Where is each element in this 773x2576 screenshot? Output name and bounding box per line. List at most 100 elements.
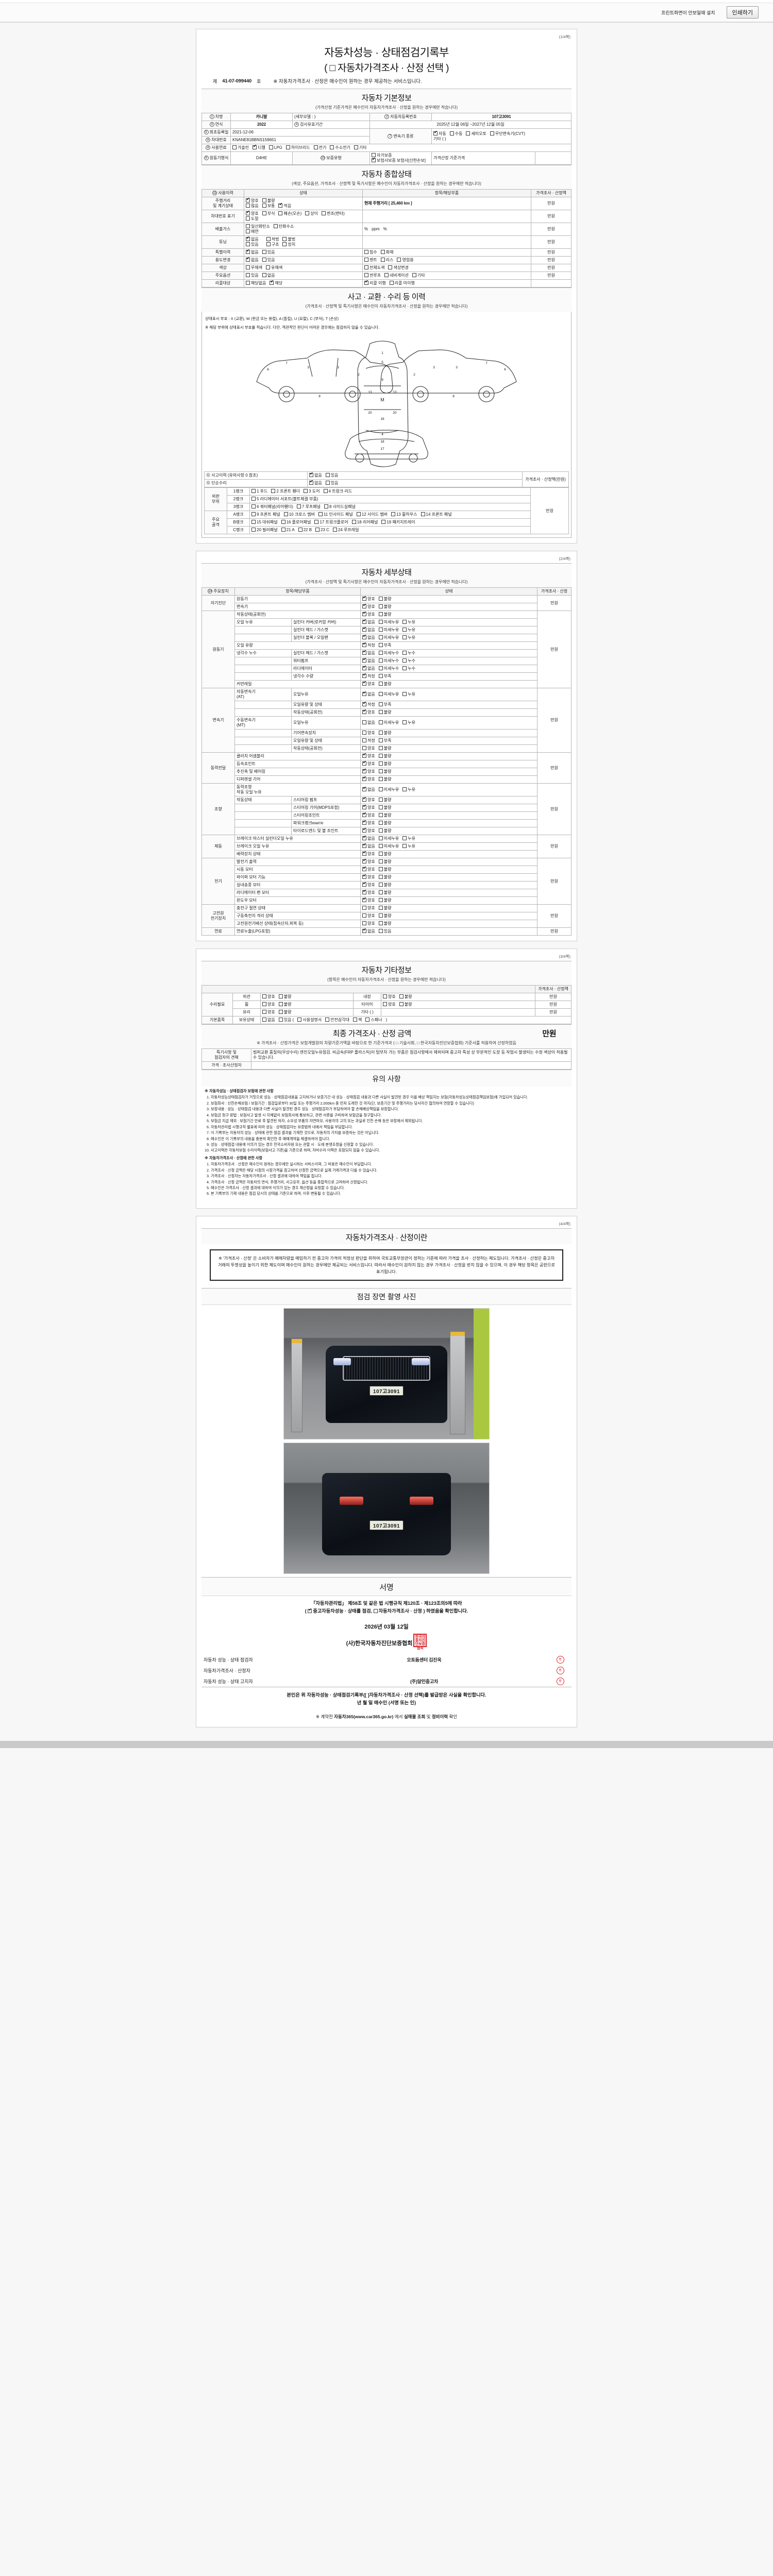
checkbox-icon[interactable] — [402, 666, 407, 670]
checkbox-icon[interactable] — [285, 145, 290, 149]
state-option[interactable]: 양호 — [362, 746, 375, 751]
checkbox-icon[interactable] — [362, 611, 367, 616]
checkbox-icon[interactable] — [362, 626, 367, 632]
checkbox-icon[interactable] — [402, 692, 407, 696]
part-option[interactable]: 19 패키지트레이 — [381, 520, 415, 525]
checkbox-icon[interactable] — [278, 211, 283, 215]
checkbox-icon[interactable] — [364, 280, 368, 285]
checkbox-icon[interactable] — [278, 202, 283, 208]
state-option[interactable]: 많음 — [246, 204, 259, 209]
state-option[interactable]: 양호 — [362, 812, 375, 818]
checkbox-icon[interactable] — [364, 250, 368, 254]
state-option[interactable]: 없음 — [362, 720, 375, 725]
part-option[interactable]: 8 사이드실패널 — [324, 504, 356, 510]
checkbox-icon[interactable] — [378, 604, 383, 608]
checkbox-icon[interactable] — [402, 836, 407, 840]
state-option[interactable]: 부족 — [378, 674, 391, 679]
state-option[interactable]: 양호 — [246, 210, 259, 216]
state-option[interactable]: 없음 — [262, 273, 275, 278]
checkbox-icon[interactable] — [282, 242, 287, 246]
checkbox-icon[interactable] — [364, 265, 368, 269]
state-option[interactable]: 도말 — [246, 216, 259, 222]
checkbox-icon[interactable] — [378, 746, 383, 750]
checkbox-icon[interactable] — [378, 692, 383, 696]
fuel-option[interactable]: 기타 — [354, 145, 367, 150]
checkbox-icon[interactable] — [378, 859, 383, 863]
state-option[interactable]: 양호 — [362, 768, 375, 774]
checkbox-icon[interactable] — [262, 198, 266, 202]
checkbox-icon[interactable] — [362, 603, 367, 608]
state-option[interactable]: 불량 — [378, 682, 391, 687]
checkbox-icon[interactable] — [362, 720, 367, 724]
checkbox-icon[interactable] — [378, 628, 383, 632]
checkbox-icon[interactable] — [251, 504, 256, 509]
state-option[interactable]: 없음 — [362, 626, 375, 633]
checkbox-icon[interactable] — [378, 867, 383, 871]
checkbox-icon[interactable] — [362, 596, 367, 601]
checkbox-icon[interactable] — [378, 844, 383, 848]
state-option[interactable]: 없음 — [362, 835, 375, 841]
checkbox-icon[interactable] — [378, 761, 383, 766]
state-option[interactable]: 없음 — [362, 843, 375, 849]
state-option[interactable]: 양호 — [362, 681, 375, 687]
checkbox-icon[interactable] — [399, 1002, 404, 1006]
state-option[interactable]: 적정 — [362, 673, 375, 679]
state-option[interactable]: 없음 — [246, 249, 259, 255]
checkbox-icon[interactable] — [352, 1018, 357, 1022]
checkbox-icon[interactable] — [378, 620, 383, 624]
state-option[interactable]: 양호 — [362, 913, 375, 919]
checkbox-icon[interactable] — [362, 820, 367, 825]
checkbox-icon[interactable] — [262, 250, 266, 254]
state-option[interactable]: 부족 — [378, 702, 391, 707]
state-option[interactable]: 미세누유 — [378, 844, 399, 849]
other-option[interactable]: 불량 — [399, 994, 412, 999]
other-option[interactable]: 불량 — [278, 1010, 291, 1015]
state-option[interactable]: 양호 — [362, 874, 375, 880]
checkbox-icon[interactable] — [253, 144, 257, 149]
checkbox-icon[interactable] — [262, 1010, 266, 1014]
checkbox-icon[interactable] — [278, 1002, 283, 1006]
state-option[interactable]: 없음 — [362, 657, 375, 664]
checkbox-icon[interactable] — [362, 786, 367, 791]
state-option[interactable]: 불량 — [378, 604, 391, 609]
state-option[interactable]: 부식 — [262, 211, 275, 216]
checkbox-icon[interactable] — [273, 224, 278, 228]
print-button[interactable]: 인쇄하기 — [726, 6, 759, 19]
checkbox-icon[interactable] — [378, 643, 383, 647]
checkbox-icon[interactable] — [362, 843, 367, 848]
checkbox-icon[interactable] — [402, 787, 407, 791]
checkbox-icon[interactable] — [378, 710, 383, 714]
checkbox-icon[interactable] — [412, 273, 416, 277]
checkbox-icon[interactable] — [262, 1002, 266, 1006]
item-option[interactable]: 렌트 — [364, 258, 377, 263]
checkbox-icon[interactable] — [362, 731, 367, 735]
checkbox-icon[interactable] — [262, 1018, 266, 1022]
part-option[interactable]: 23 C — [315, 528, 329, 533]
checkbox-icon[interactable] — [378, 666, 383, 670]
checkbox-icon[interactable] — [362, 753, 367, 758]
checkbox-icon[interactable] — [378, 597, 383, 601]
checkbox-icon[interactable] — [378, 754, 383, 758]
part-option[interactable]: 16 플로어패널 — [281, 520, 311, 525]
item-option[interactable]: 썬루프 — [364, 273, 381, 278]
state-option[interactable]: 양호 — [362, 866, 375, 872]
other-option[interactable]: 양호 — [383, 994, 396, 999]
state-option[interactable]: 훼손(오손) — [278, 211, 301, 216]
checkbox-icon[interactable] — [251, 520, 256, 524]
checkbox-icon[interactable] — [372, 157, 376, 162]
checkbox-icon[interactable] — [297, 1018, 302, 1022]
checkbox-icon[interactable] — [364, 258, 368, 262]
other-option[interactable]: 양호 — [383, 1002, 396, 1007]
simple-repair-option[interactable]: 있음 — [325, 481, 338, 486]
state-option[interactable]: 상이 — [305, 211, 318, 216]
state-option[interactable]: 양호 — [362, 858, 375, 865]
state-option[interactable]: 양호 — [362, 776, 375, 782]
state-option[interactable]: 없음 — [362, 619, 375, 625]
other-option[interactable]: 불량 — [278, 1002, 291, 1007]
state-option[interactable]: 불량 — [378, 769, 391, 774]
checkbox-icon[interactable] — [281, 520, 285, 524]
checkbox-icon[interactable] — [309, 480, 313, 485]
item-option[interactable]: 색상변경 — [388, 265, 409, 270]
state-option[interactable]: 불량 — [378, 921, 391, 926]
checkbox-icon[interactable] — [362, 768, 367, 773]
